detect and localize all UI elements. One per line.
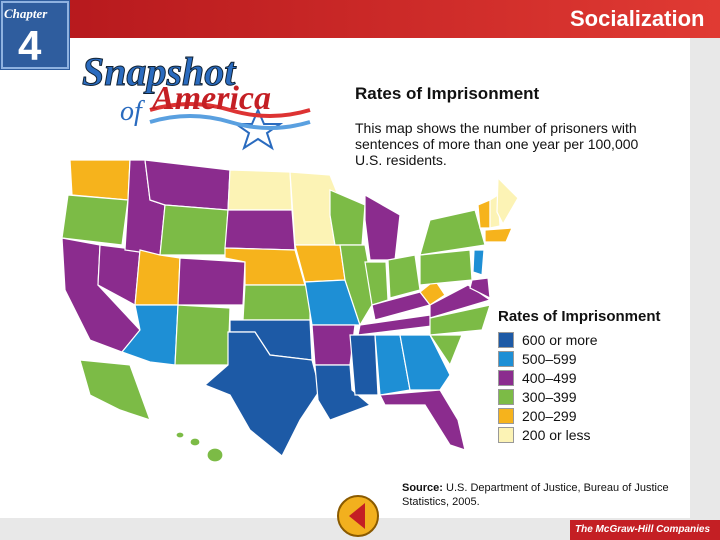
state	[379, 389, 466, 451]
state	[174, 304, 231, 366]
state	[349, 334, 379, 396]
state	[224, 209, 296, 251]
state	[419, 249, 473, 286]
legend-swatch	[498, 427, 514, 443]
state	[429, 304, 491, 336]
legend-label: 200 or less	[522, 427, 591, 443]
state	[472, 249, 485, 276]
logo-stripe	[149, 114, 311, 130]
logo-stripe	[149, 102, 311, 118]
state	[429, 284, 492, 319]
state	[159, 204, 229, 256]
state	[177, 257, 246, 306]
publisher-bar	[570, 520, 720, 540]
legend-item: 500–599	[498, 350, 661, 368]
side-strip	[690, 38, 720, 518]
legend-swatch	[498, 351, 514, 367]
legend-item: 200–299	[498, 407, 661, 425]
state	[419, 209, 486, 256]
source-note: Source: U.S. Department of Justice, Bure…	[402, 481, 672, 509]
state	[189, 437, 201, 447]
legend-swatch	[498, 370, 514, 386]
state	[329, 189, 366, 246]
state	[484, 227, 513, 243]
legend-label: 500–599	[522, 351, 577, 367]
map-title: Rates of Imprisonment	[355, 84, 540, 103]
state	[314, 364, 372, 421]
publisher: The McGraw-Hill Companies	[575, 524, 711, 535]
legend-swatch	[498, 389, 514, 405]
state	[428, 334, 463, 367]
source-text: U.S. Department of Justice, Bureau of Ju…	[402, 482, 669, 508]
legend-swatch	[498, 332, 514, 348]
legend-label: 600 or more	[522, 332, 598, 348]
state	[357, 314, 442, 336]
legend-title: Rates of Imprisonment	[498, 308, 661, 325]
state	[242, 284, 311, 321]
state	[69, 159, 131, 201]
legend: Rates of Imprisonment 600 or more 500–599…	[498, 308, 661, 445]
legend-label: 400–499	[522, 370, 577, 386]
chapter-badge-border	[1, 1, 69, 69]
state	[144, 159, 231, 211]
chapter-badge	[0, 0, 70, 70]
state	[364, 261, 389, 306]
legend-item: 200 or less	[498, 426, 661, 444]
legend-item: 600 or more	[498, 331, 661, 349]
source-label: Source:	[402, 482, 443, 494]
logo-text: America	[152, 80, 271, 117]
state	[399, 334, 451, 391]
state	[311, 324, 356, 366]
legend-label: 300–399	[522, 389, 577, 405]
us-map	[61, 159, 519, 463]
state	[387, 254, 421, 299]
header-bar	[0, 0, 720, 38]
legend-item: 300–399	[498, 388, 661, 406]
state	[79, 359, 151, 421]
chapter-number: 4	[18, 22, 42, 69]
state	[469, 277, 491, 300]
state	[227, 169, 293, 211]
state	[175, 431, 185, 439]
state	[61, 194, 129, 246]
legend-item: 400–499	[498, 369, 661, 387]
logo-text: Snapshot	[81, 49, 236, 95]
legend-swatch	[498, 408, 514, 424]
map-description: This map shows the number of prisoners w…	[355, 120, 639, 168]
state	[496, 176, 519, 226]
state	[134, 249, 181, 306]
section-title: Socialization	[570, 6, 705, 31]
logo-text: of	[120, 96, 142, 127]
back-arrow	[349, 503, 365, 529]
state	[206, 447, 224, 463]
state	[364, 193, 401, 261]
state	[203, 331, 321, 457]
chapter-label: Chapter	[4, 6, 48, 21]
state	[477, 199, 491, 229]
legend-label: 200–299	[522, 408, 577, 424]
